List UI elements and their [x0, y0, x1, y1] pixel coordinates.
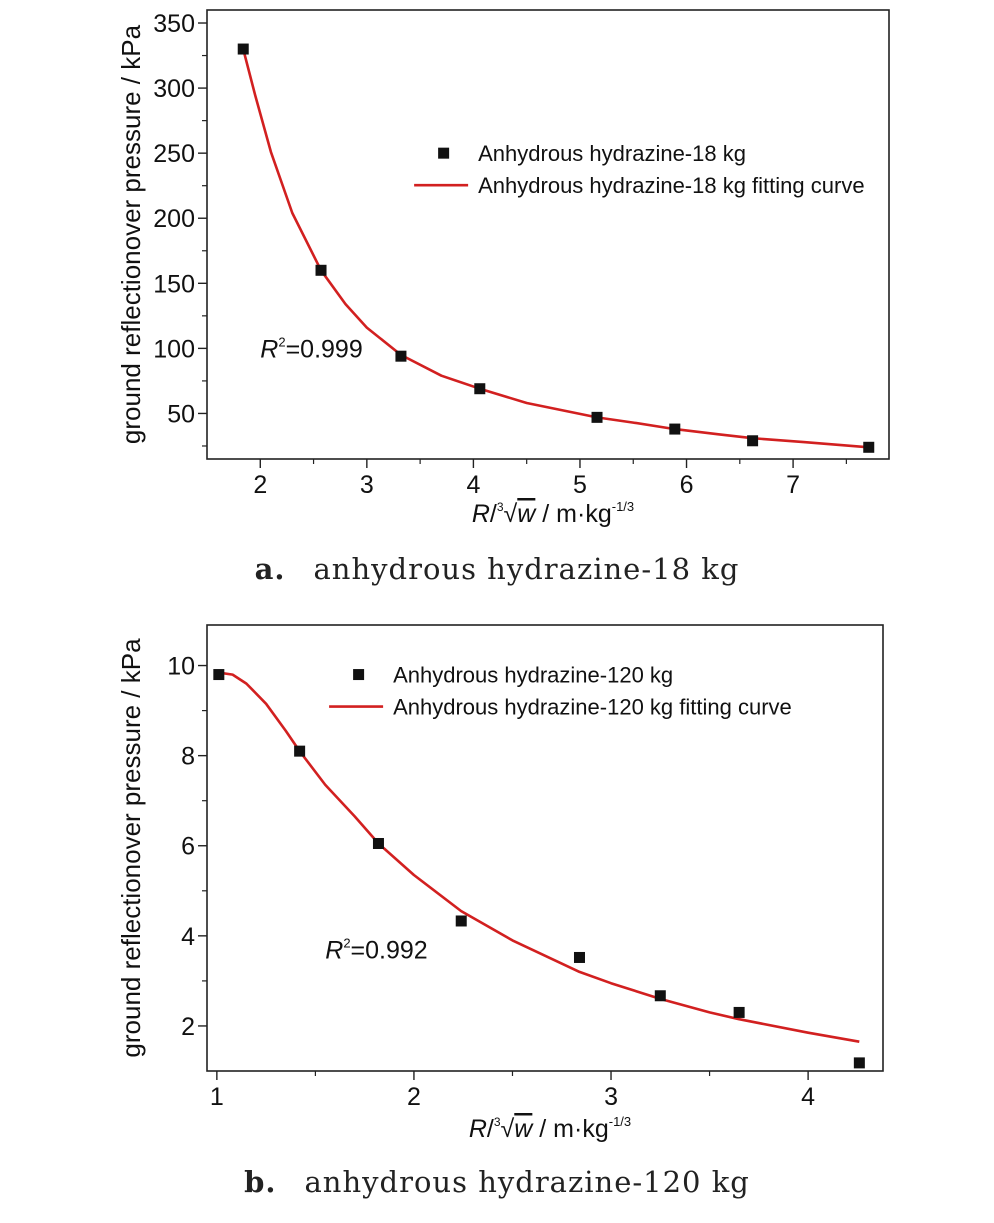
caption-b-tag: b.: [244, 1165, 277, 1199]
fitting-curve: [216, 671, 860, 1043]
plot-frame: [206, 9, 890, 460]
x-axis-label: R/3√w / m·kg-1/3: [469, 1114, 631, 1143]
y-tick-label: 150: [153, 270, 195, 298]
caption-a-text: anhydrous hydrazine-18 kg: [313, 552, 740, 586]
r-squared-annotation: R2=0.992: [325, 935, 427, 964]
y-tick-label: 2: [181, 1013, 195, 1041]
y-tick-label: 200: [153, 205, 195, 233]
data-point: [395, 350, 407, 362]
x-axis-label: R/3√w / m·kg-1/3: [472, 499, 634, 528]
legend-label-points: Anhydrous hydrazine-18 kg: [478, 141, 746, 166]
data-point: [747, 435, 759, 447]
data-point: [474, 383, 486, 395]
y-axis-label: ground reflectionover pressure / kPa: [116, 638, 146, 1058]
x-tick-label: 3: [604, 1083, 618, 1111]
legend-marker: [353, 669, 365, 681]
x-tick-label: 2: [253, 471, 267, 499]
caption-a-tag: a.: [254, 552, 286, 586]
r-squared-annotation: R2=0.999: [260, 334, 362, 363]
chart-b-svg: 1 2 3 4 2 4 6 8 10 ground reflectionover pressure…: [116, 624, 884, 1143]
data-point: [591, 411, 603, 423]
y-tick-label: 4: [181, 923, 195, 951]
data-point: [863, 441, 875, 453]
data-point: [294, 745, 306, 757]
legend-marker: [438, 147, 450, 159]
y-axis-label: ground reflectionover pressure / kPa: [116, 24, 146, 444]
chart-panel-a: 2 3 4 5 6 7 50 100 150 200 250 300 350 ground reflect…: [0, 0, 994, 600]
y-tick-label: 350: [153, 10, 195, 38]
x-tick-label: 1: [210, 1083, 224, 1111]
legend-label-points: Anhydrous hydrazine-120 kg: [393, 663, 673, 688]
x-tick-label: 4: [466, 471, 480, 499]
data-point: [213, 669, 225, 681]
data-point: [853, 1057, 865, 1069]
y-tick-label: 8: [181, 743, 195, 771]
data-point: [237, 43, 249, 55]
caption-a: a. anhydrous hydrazine-18 kg: [0, 552, 994, 586]
caption-b: b. anhydrous hydrazine-120 kg: [0, 1165, 994, 1199]
y-tick-label: 10: [167, 653, 195, 681]
x-tick-label: 3: [360, 471, 374, 499]
data-point: [315, 264, 327, 276]
data-point: [669, 423, 681, 435]
x-tick-label: 2: [407, 1083, 421, 1111]
data-point: [573, 951, 585, 963]
x-tick-label: 5: [573, 471, 587, 499]
y-tick-label: 6: [181, 833, 195, 861]
x-tick-label: 4: [801, 1083, 815, 1111]
y-tick-label: 250: [153, 140, 195, 168]
x-tick-label: 6: [680, 471, 694, 499]
legend-label-curve: Anhydrous hydrazine-18 kg fitting curve: [478, 173, 864, 198]
data-point: [733, 1006, 745, 1018]
legend-label-curve: Anhydrous hydrazine-120 kg fitting curve: [393, 695, 792, 720]
y-tick-label: 300: [153, 75, 195, 103]
data-point: [372, 837, 384, 849]
data-point: [455, 915, 467, 927]
y-tick-label: 50: [167, 400, 195, 428]
data-point: [654, 990, 666, 1002]
caption-b-text: anhydrous hydrazine-120 kg: [304, 1165, 750, 1199]
plot-frame: [206, 624, 884, 1072]
chart-panel-b: 1 2 3 4 2 4 6 8 10 ground reflectionover pressure…: [0, 610, 994, 1223]
fitting-curve: [241, 48, 869, 449]
y-tick-label: 100: [153, 335, 195, 363]
x-tick-label: 7: [786, 471, 800, 499]
